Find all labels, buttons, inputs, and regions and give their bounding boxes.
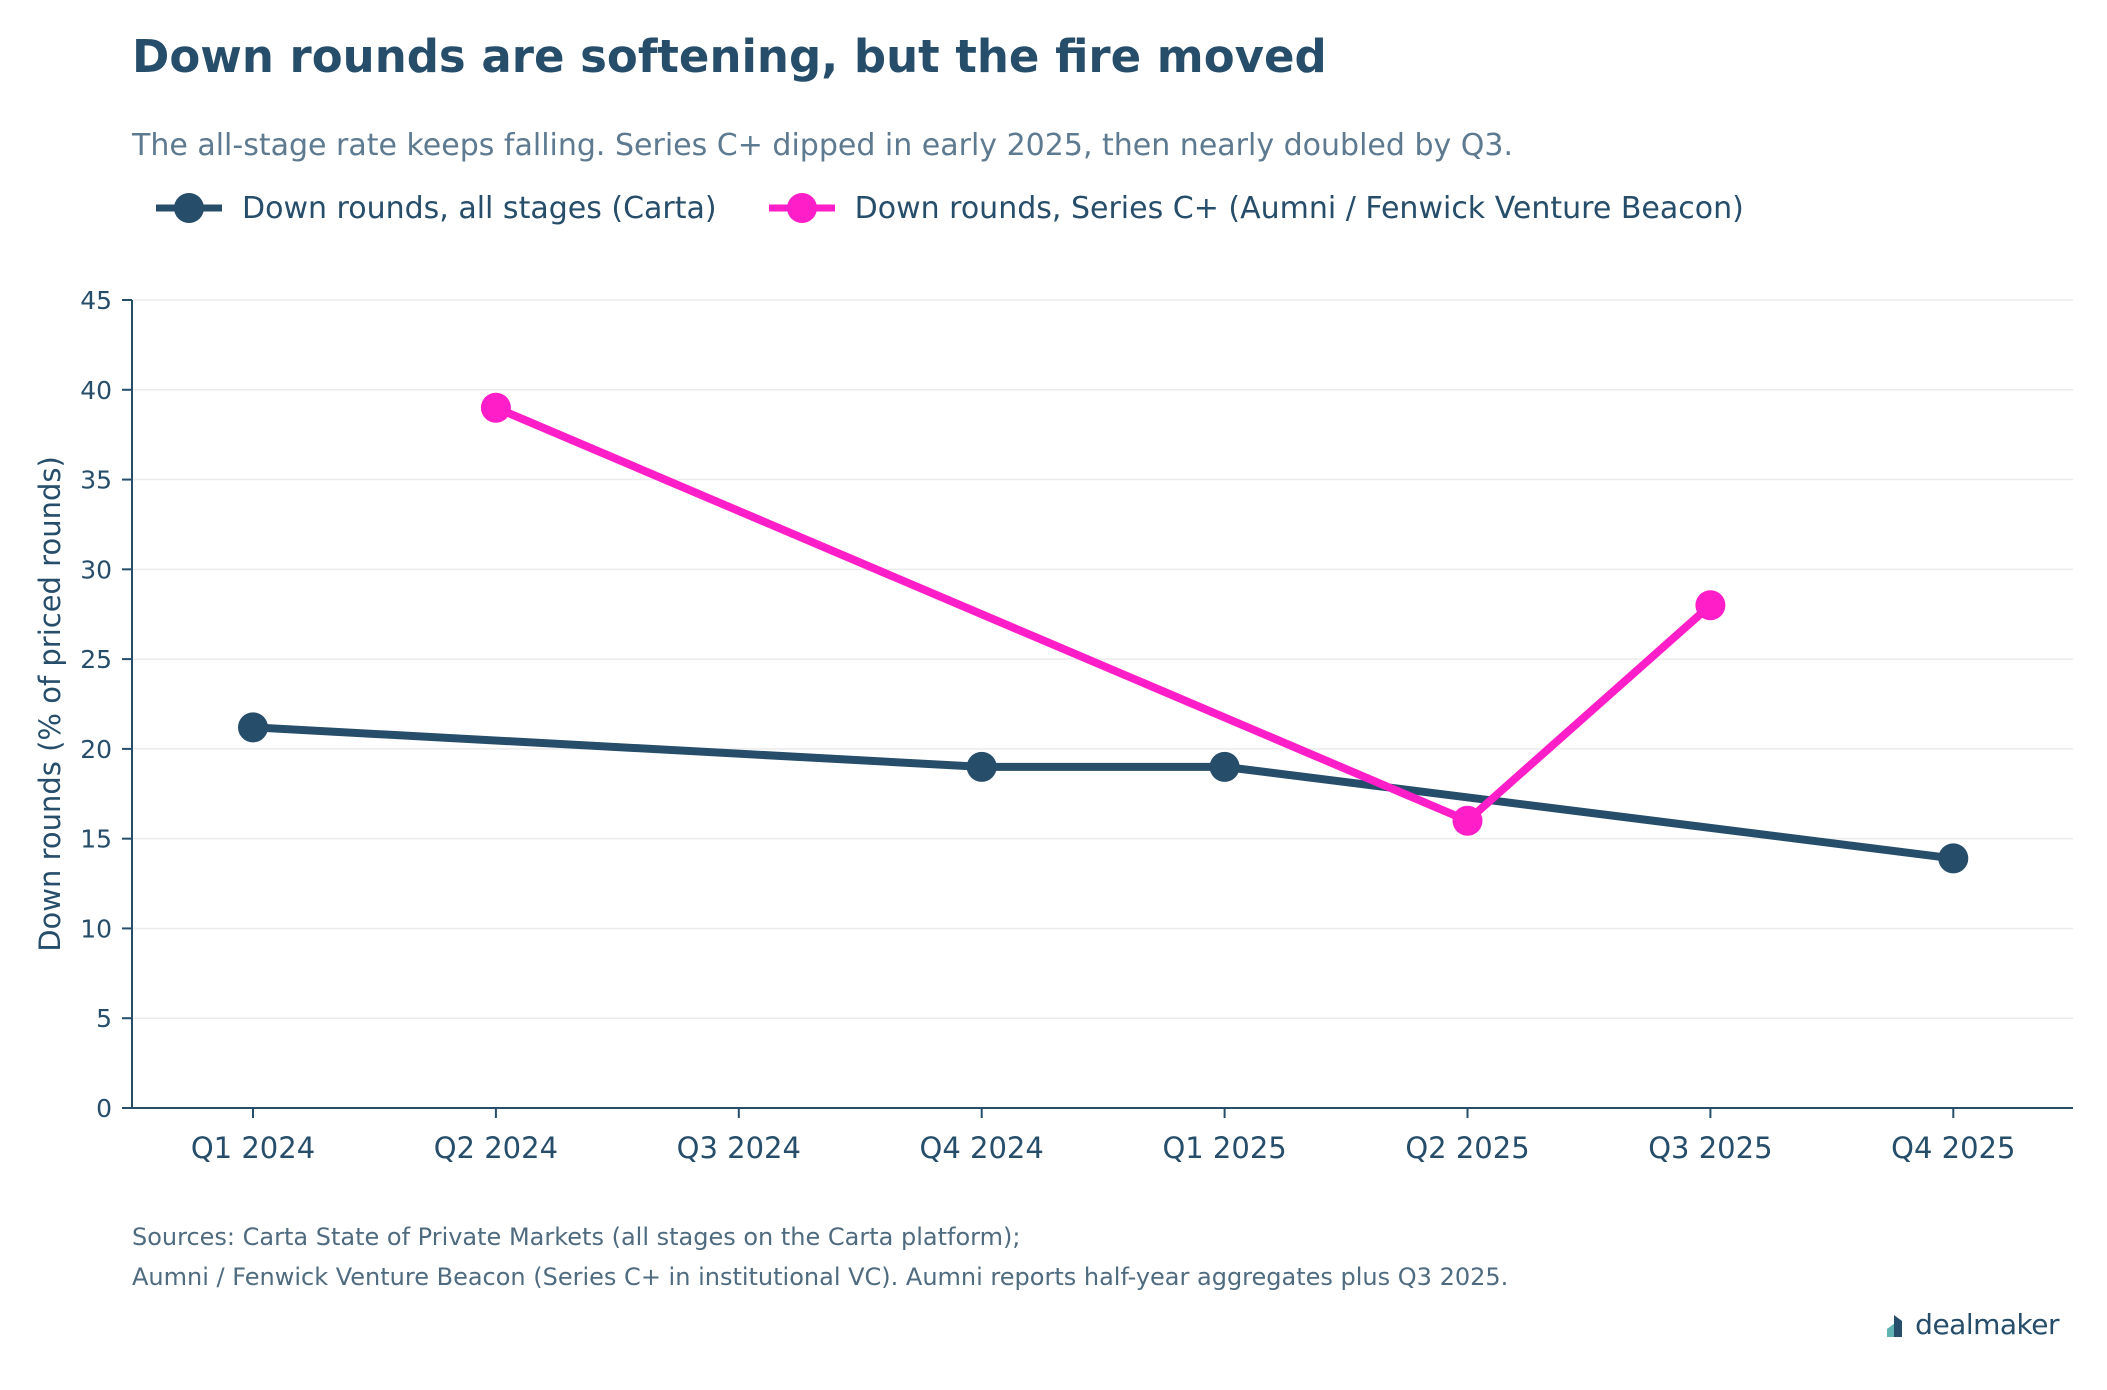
- legend-item-all-stages: Down rounds, all stages (Carta): [154, 191, 717, 226]
- data-point-series-0: [966, 751, 997, 782]
- dealmaker-logo-icon: [1887, 1314, 1903, 1337]
- y-tick-label: 5: [96, 1004, 112, 1033]
- y-tick-label: 0: [96, 1094, 112, 1123]
- legend-swatch-series-c: [768, 193, 835, 223]
- legend: Down rounds, all stages (Carta) Down rou…: [154, 186, 1794, 230]
- y-tick-label: 25: [80, 645, 112, 674]
- x-tick-label: Q2 2025: [1405, 1131, 1529, 1165]
- y-tick-label: 45: [80, 286, 112, 315]
- x-tick-label: Q2 2024: [434, 1131, 558, 1165]
- footnote-line-1: Sources: Carta State of Private Markets …: [132, 1223, 1021, 1251]
- data-point-series-0: [238, 712, 268, 743]
- data-point-series-0: [1209, 751, 1240, 782]
- chart-title: Down rounds are softening, but the fire …: [132, 30, 1327, 83]
- x-tick-label: Q3 2024: [677, 1131, 801, 1165]
- y-tick-label: 15: [80, 825, 112, 854]
- y-tick-label: 20: [80, 735, 112, 764]
- dealmaker-logo: dealmaker: [1885, 1308, 2059, 1341]
- y-axis-label: Down rounds (% of priced rounds): [33, 456, 67, 952]
- legend-label-all-stages: Down rounds, all stages (Carta): [242, 190, 717, 226]
- y-tick-label: 10: [80, 914, 112, 943]
- x-tick-label: Q3 2025: [1648, 1131, 1772, 1165]
- x-tick-label: Q4 2024: [920, 1131, 1044, 1165]
- y-tick-label: 40: [80, 376, 112, 405]
- legend-swatch-all-stages: [156, 193, 222, 223]
- series-line-1: [491, 403, 1715, 825]
- chart-subtitle: The all-stage rate keeps falling. Series…: [132, 128, 1514, 163]
- data-point-series-1: [1695, 590, 1726, 621]
- footnote-line-2: Aumni / Fenwick Venture Beacon (Series C…: [132, 1263, 1509, 1291]
- dealmaker-logo-text: dealmaker: [1915, 1308, 2059, 1341]
- legend-label-series-c: Down rounds, Series C+ (Aumni / Fenwick …: [854, 190, 1744, 226]
- data-point-series-1: [1452, 805, 1483, 836]
- data-point-series-0: [1938, 843, 1969, 874]
- y-tick-label: 35: [80, 466, 112, 495]
- x-tick-label: Q4 2025: [1891, 1131, 2015, 1165]
- data-point-series-1: [480, 392, 511, 423]
- x-tick-label: Q1 2024: [191, 1131, 315, 1165]
- legend-item-series-c: Down rounds, Series C+ (Aumni / Fenwick …: [767, 191, 1744, 226]
- x-tick-label: Q1 2025: [1162, 1131, 1286, 1165]
- y-tick-label: 30: [80, 555, 112, 584]
- series-line-0: [249, 723, 1958, 863]
